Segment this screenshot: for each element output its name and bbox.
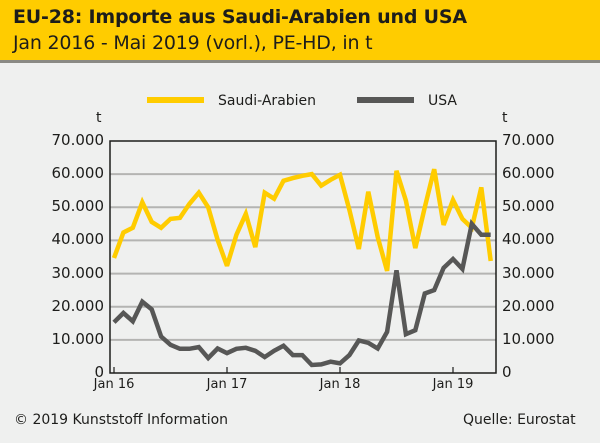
legend-label-saudi: Saudi-Arabien [218,93,317,109]
y-tick-label-left: 50.000 [51,197,105,216]
series-line-saudi-arabien [111,168,493,272]
y-tick-label-left: 60.000 [51,164,105,183]
y-tick-label-right: 10.000 [502,329,555,348]
y-tick-label-left: 0 [94,363,104,381]
chart-subtitle: Jan 2016 - Mai 2019 (vorl.), PE-HD, in t [13,32,373,54]
y-tick-label-right: 50.000 [502,197,555,216]
chart-title: EU-28: Importe aus Saudi-Arabien und USA [13,6,467,28]
y-tick-label-right: 60.000 [502,164,555,183]
y-tick-label-left: 30.000 [51,263,105,282]
y-tick-label-left: 20.000 [51,296,105,315]
copyright: © 2019 Kunststoff Information [14,412,229,428]
source: Quelle: Eurostat [463,412,576,428]
y-tick-label-left: 40.000 [51,230,105,249]
legend-label-usa: USA [428,93,457,109]
x-tick-label: Jan 16 [93,377,135,392]
y-tick-label-right: 0 [502,363,512,381]
y-tick-label-right: 30.000 [502,263,555,282]
y-tick-label-right: 20.000 [502,296,555,315]
y-tick-label-right: 70.000 [502,131,555,149]
x-tick-label: Jan 17 [206,377,248,392]
legend-swatch-saudi [147,97,204,103]
series-line-usa [112,219,491,368]
legend-swatch-usa [357,97,414,103]
y-tick-label-left: 10.000 [51,329,105,348]
x-tick-label: Jan 19 [432,377,474,392]
chart-header: EU-28: Importe aus Saudi-Arabien und USA… [0,0,600,63]
y-tick-label-right: 40.000 [502,230,555,249]
y-axis-unit-right: t [502,110,508,126]
plot-frame [109,140,497,374]
y-axis-unit-left: t [96,110,102,126]
y-tick-label-left: 70.000 [51,131,105,149]
x-tick-label: Jan 18 [319,377,361,392]
